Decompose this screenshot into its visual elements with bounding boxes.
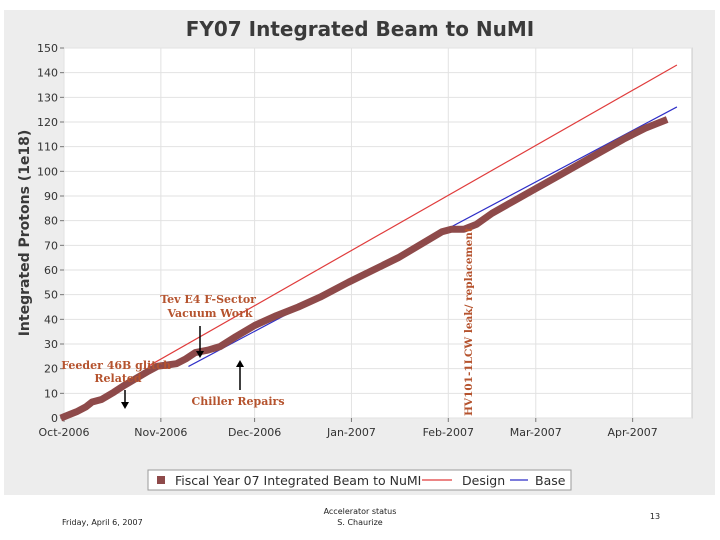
series — [59, 64, 678, 422]
annotation-feeder-line2: Related — [94, 372, 142, 385]
y-tick-label: 110 — [37, 141, 58, 154]
x-tick-label: Jan-2007 — [326, 426, 376, 439]
y-tick-label: 120 — [37, 116, 58, 129]
annotation-chiller: Chiller Repairs — [191, 395, 284, 408]
legend-label-design: Design — [462, 473, 505, 488]
page-number: 13 — [649, 512, 661, 521]
y-tick-label: 140 — [37, 67, 58, 80]
x-tick-label: Nov-2006 — [134, 426, 187, 439]
annotation-chiller-arrowhead — [236, 360, 244, 367]
legend-swatch-beam — [157, 476, 165, 484]
annotation-tev-arrowhead — [196, 351, 204, 358]
x-tick-label: Feb-2007 — [423, 426, 474, 439]
legend-label-base: Base — [535, 473, 566, 488]
y-axis: 0 10 20 30 40 50 60 70 80 90 100 110 120 130 140 150 — [37, 42, 64, 425]
x-tick-label: Mar-2007 — [510, 426, 562, 439]
footer-date: Friday, April 6, 2007 — [62, 518, 143, 527]
annotation-tev-line2: Vacuum Work — [166, 307, 252, 320]
y-tick-label: 50 — [44, 289, 58, 302]
y-tick-label: 60 — [44, 264, 58, 277]
footer-title: Accelerator status — [323, 507, 397, 516]
y-tick-label: 0 — [51, 412, 58, 425]
y-tick-label: 40 — [44, 313, 58, 326]
footer-presenter: Accelerator status S. Chaurize — [300, 506, 420, 528]
legend — [147, 469, 572, 491]
y-tick-label: 80 — [44, 215, 58, 228]
x-tick-label: Dec-2006 — [228, 426, 281, 439]
y-tick-label: 10 — [44, 387, 58, 400]
x-axis: Oct-2006 Nov-2006 Dec-2006 Jan-2007 Feb-2007… — [39, 418, 658, 439]
legend-label-beam: Fiscal Year 07 Integrated Beam to NuMI — [175, 473, 421, 488]
annotation-feeder: Feeder 46B glitch Related — [61, 359, 175, 385]
y-tick-label: 130 — [37, 91, 58, 104]
footer-author: S. Chaurize — [337, 518, 383, 527]
x-tick-label: Apr-2007 — [607, 426, 657, 439]
annotation-tev: Tev E4 F-Sector Vacuum Work — [160, 293, 260, 320]
y-tick-label: 90 — [44, 190, 58, 203]
annotation-tev-line1: Tev E4 F-Sector — [160, 293, 256, 306]
y-tick-label: 150 — [37, 42, 58, 55]
plot-area — [63, 47, 693, 419]
annotation-feeder-line1: Feeder 46B glitch — [61, 359, 171, 372]
y-tick-label: 20 — [44, 363, 58, 376]
chart-title: FY07 Integrated Beam to NuMI — [186, 17, 535, 41]
y-tick-label: 70 — [44, 239, 58, 252]
y-tick-label: 30 — [44, 338, 58, 351]
annotation-hv: HV101-1LCW leak/ replacement — [463, 227, 475, 416]
y-axis-label: Integrated Protons (1e18) — [17, 130, 33, 337]
series-line-fiscal-year-07-integrated-beam-to-numi — [59, 116, 669, 422]
x-tick-label: Oct-2006 — [39, 426, 90, 439]
annotation-feeder-arrowhead — [121, 402, 129, 409]
y-tick-label: 100 — [37, 165, 58, 178]
series-line-design — [147, 64, 678, 368]
